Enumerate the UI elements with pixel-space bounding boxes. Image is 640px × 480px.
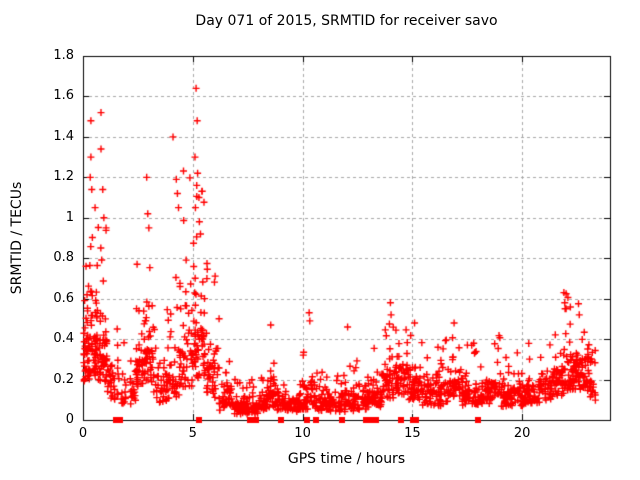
y-tick-label: 1.2 — [53, 169, 74, 185]
chart-title: Day 071 of 2015, SRMTID for receiver sav… — [195, 13, 498, 29]
y-axis-title-area: SRMTID / TECUs — [0, 56, 34, 420]
x-tick-label: 5 — [188, 426, 197, 441]
y-tick-label: 0.6 — [53, 290, 74, 306]
y-tick-label: 1.8 — [53, 48, 74, 63]
y-tick-label: 1 — [65, 209, 74, 225]
x-tick-label: 20 — [513, 426, 531, 441]
y-tick-label: 1.4 — [53, 128, 74, 144]
y-tick-label: 0.2 — [53, 371, 74, 387]
y-tick-label: 1.6 — [53, 88, 74, 104]
x-axis-title: GPS time / hours — [287, 451, 406, 467]
x-tick-label: 10 — [294, 426, 311, 441]
y-tick-label: 0.4 — [53, 331, 74, 347]
y-tick-label: 0 — [65, 412, 74, 427]
y-tick-label: 0.8 — [53, 250, 74, 266]
x-tick-label: 15 — [404, 426, 421, 441]
y-axis-title: SRMTID / TECUs — [9, 181, 25, 295]
x-tick-label: 0 — [78, 426, 88, 441]
